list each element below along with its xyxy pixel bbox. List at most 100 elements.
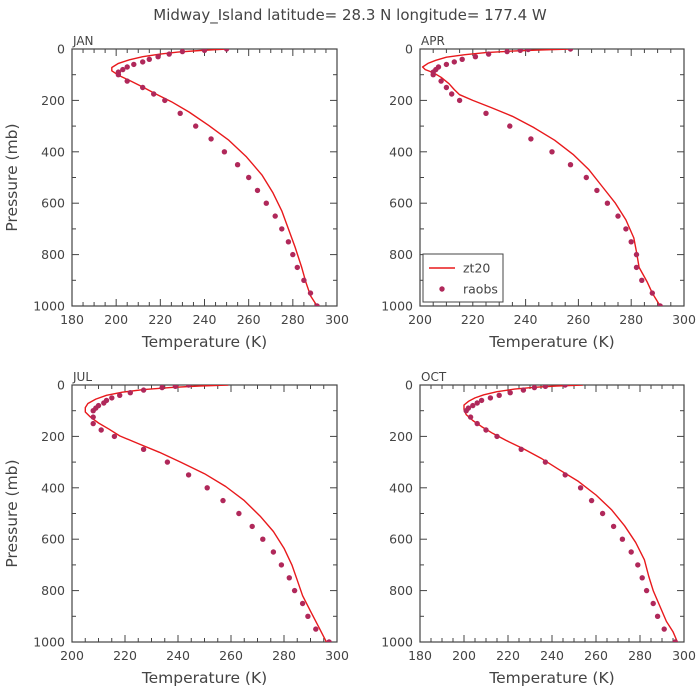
panels: 180 200 220 240 260 280 300 0 200 400 600 800 1000 Te… bbox=[3, 34, 696, 687]
data-point-raobs bbox=[474, 400, 480, 406]
y-tick-label: 200 bbox=[389, 429, 413, 444]
data-point-raobs bbox=[657, 303, 663, 306]
x-tick-label: 240 bbox=[193, 312, 217, 327]
data-point-raobs bbox=[594, 187, 600, 194]
data-point-raobs bbox=[286, 575, 292, 581]
data-point-raobs bbox=[483, 110, 489, 117]
data-point-raobs bbox=[604, 200, 611, 206]
data-point-raobs bbox=[220, 497, 226, 504]
data-point-raobs bbox=[487, 395, 494, 401]
data-point-raobs bbox=[124, 78, 130, 84]
x-tick-label: 180 bbox=[408, 648, 432, 663]
series-line-zt20 bbox=[463, 385, 679, 642]
data-point-raobs bbox=[507, 123, 513, 129]
y-tick-label: 200 bbox=[389, 93, 413, 108]
data-point-raobs bbox=[177, 110, 183, 117]
data-point-raobs bbox=[639, 277, 645, 283]
data-point-raobs bbox=[635, 562, 641, 568]
data-point-raobs bbox=[623, 226, 629, 232]
data-point-raobs bbox=[504, 49, 510, 55]
data-point-raobs bbox=[443, 84, 450, 91]
data-point-raobs bbox=[467, 414, 474, 420]
data-point-raobs bbox=[278, 562, 285, 568]
data-point-raobs bbox=[140, 84, 146, 91]
legend: zt20 raobs bbox=[422, 253, 504, 303]
x-tick-label: 220 bbox=[148, 312, 172, 327]
x-tick-label: 200 bbox=[408, 312, 432, 327]
x-tick-label: 280 bbox=[281, 312, 305, 327]
y-tick-label: 0 bbox=[405, 42, 413, 57]
x-tick-label: 200 bbox=[452, 648, 476, 663]
y-tick-label: 800 bbox=[389, 583, 413, 598]
legend-box bbox=[422, 253, 504, 303]
x-tick-label: 300 bbox=[325, 312, 349, 327]
data-point-raobs bbox=[507, 390, 513, 396]
data-point-raobs bbox=[633, 251, 640, 258]
series-line-zt20 bbox=[421, 49, 661, 306]
y-tick-label: 400 bbox=[41, 144, 65, 159]
y-tick-label: 0 bbox=[405, 378, 413, 393]
y-tick-label: 600 bbox=[41, 532, 65, 547]
y-tick-label: 200 bbox=[41, 429, 65, 444]
data-point-raobs bbox=[443, 61, 450, 68]
x-tick-label: 200 bbox=[60, 648, 84, 663]
data-point-raobs bbox=[496, 392, 502, 398]
data-point-raobs bbox=[542, 459, 549, 465]
legend-label-obs: raobs bbox=[463, 282, 498, 297]
legend-label-model: zt20 bbox=[463, 261, 490, 276]
data-point-raobs bbox=[305, 613, 311, 619]
data-point-raobs bbox=[249, 523, 255, 530]
data-point-raobs bbox=[172, 385, 179, 389]
y-tick-label: 400 bbox=[41, 480, 65, 495]
data-point-raobs bbox=[127, 390, 133, 396]
y-tick-label: 400 bbox=[389, 480, 413, 495]
y-tick-label: 800 bbox=[389, 247, 413, 262]
data-point-raobs bbox=[478, 397, 485, 404]
data-point-raobs bbox=[649, 290, 655, 296]
data-point-raobs bbox=[140, 387, 147, 393]
data-point-raobs bbox=[672, 639, 678, 642]
data-point-raobs bbox=[599, 510, 606, 517]
data-point-raobs bbox=[204, 485, 210, 491]
series-line-zt20 bbox=[84, 385, 328, 642]
data-point-raobs bbox=[451, 59, 457, 65]
y-tick-label: 800 bbox=[41, 247, 65, 262]
y-axis-label: Pressure (mb) bbox=[3, 459, 21, 567]
y-tick-label: 0 bbox=[57, 378, 65, 393]
legend-swatch-marker bbox=[439, 286, 445, 292]
x-axis-label: Temperature (K) bbox=[488, 333, 614, 351]
data-point-raobs bbox=[90, 420, 96, 427]
figure-title: Midway_Island latitude= 28.3 N longitude… bbox=[153, 6, 547, 25]
data-point-raobs bbox=[260, 536, 266, 542]
data-point-raobs bbox=[307, 290, 314, 296]
data-point-raobs bbox=[90, 408, 96, 414]
x-tick-label: 280 bbox=[628, 648, 652, 663]
x-axis-label: Temperature (K) bbox=[141, 669, 267, 687]
data-point-raobs bbox=[326, 639, 332, 642]
data-point-raobs bbox=[254, 187, 261, 194]
data-point-raobs bbox=[610, 523, 617, 530]
data-point-raobs bbox=[101, 400, 107, 406]
data-point-raobs bbox=[459, 56, 465, 62]
x-axis-label: Temperature (K) bbox=[141, 333, 267, 351]
panel-title: APR bbox=[421, 34, 445, 48]
x-tick-label: 260 bbox=[219, 648, 243, 663]
data-point-raobs bbox=[483, 427, 489, 433]
data-point-raobs bbox=[517, 49, 523, 53]
y-tick-label: 400 bbox=[389, 144, 413, 159]
data-point-raobs bbox=[279, 226, 285, 232]
panel-jul: 200 220 240 260 280 300 0 200 400 600 800 1000 Tempe… bbox=[3, 370, 349, 687]
data-point-raobs bbox=[131, 61, 137, 68]
panel-apr: 200 220 240 260 280 300 0 200 400 600 800 1000 Tempe… bbox=[381, 34, 696, 351]
y-tick-label: 0 bbox=[57, 42, 65, 57]
data-point-raobs bbox=[185, 472, 192, 478]
data-point-raobs bbox=[567, 162, 574, 168]
y-tick-label: 1000 bbox=[33, 635, 65, 650]
data-point-raobs bbox=[146, 56, 152, 62]
y-tick-label: 600 bbox=[41, 196, 65, 211]
data-point-raobs bbox=[164, 459, 171, 465]
data-point-raobs bbox=[166, 51, 172, 57]
data-point-raobs bbox=[449, 91, 455, 97]
data-point-raobs bbox=[162, 97, 168, 104]
data-point-raobs bbox=[470, 402, 476, 409]
